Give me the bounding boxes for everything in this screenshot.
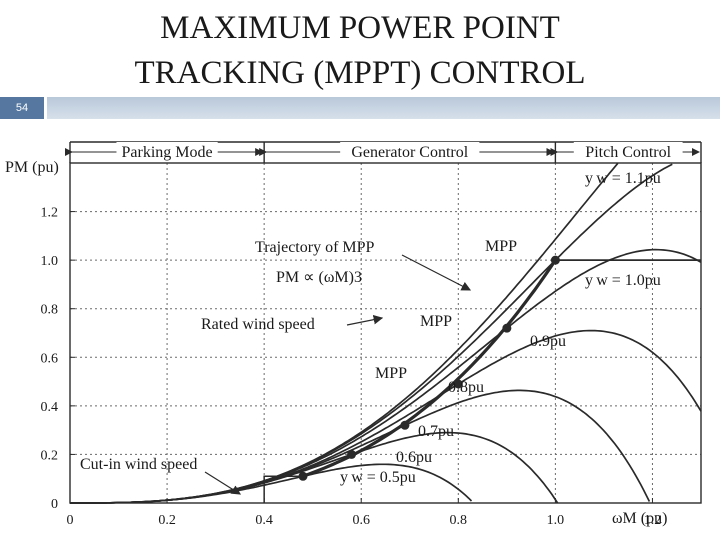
- label-vw-0-5: y w = 0.5pu: [340, 469, 416, 486]
- slide-title-line-1: MAXIMUM POWER POINT: [160, 10, 560, 46]
- curve-vw-0-7: [70, 389, 651, 504]
- x-tick-label-5: 1.0: [547, 513, 565, 528]
- power-curves: [70, 162, 702, 504]
- y-tick-label-2: 0.4: [41, 400, 59, 415]
- region-label-2: Pitch Control: [585, 144, 671, 161]
- mpp-point-2: [400, 420, 410, 430]
- mpp-point-4: [502, 323, 512, 333]
- trajectory-pointer: [401, 254, 472, 291]
- y-tick-label-0: 0: [51, 497, 58, 512]
- y-tick-label-1: 0.2: [41, 448, 59, 463]
- label-vw-0-8: 0.8pu: [448, 379, 484, 396]
- region-label-bg-0: [116, 142, 218, 162]
- x-tick-label-0: 0: [67, 513, 74, 528]
- curve-vw-1-1: [70, 162, 619, 504]
- ylabel: PM (pu): [5, 159, 59, 176]
- rated-wind-pointer: [346, 314, 384, 326]
- label-rated-wind-speed: Rated wind speed: [201, 316, 315, 333]
- mpp-point-3: [453, 379, 463, 389]
- x-tick-label-3: 0.6: [352, 513, 370, 528]
- label-vw-1-0: y w = 1.0pu: [585, 272, 661, 289]
- region-label-1: Generator Control: [351, 144, 468, 161]
- cut-in-step: [263, 475, 303, 503]
- x-tick-label-1: 0.2: [158, 513, 176, 528]
- label-trajectory-formula: PM ∝ (ωM)3: [276, 269, 362, 286]
- mpp-point-5: [550, 255, 560, 265]
- label-mpp-0-8: MPP: [375, 365, 407, 382]
- mpp-trajectory: [204, 254, 560, 503]
- region-label-bg-1: [340, 142, 480, 162]
- label-vw-0-7: 0.7pu: [418, 423, 454, 440]
- annotations: PM (pu) ωM (pu) y w = 1.1pu y w = 1.0pu …: [5, 159, 667, 527]
- y-tick-label-6: 1.2: [41, 206, 59, 221]
- label-cut-in-wind-speed: Cut-in wind speed: [80, 456, 197, 473]
- slide-number: 54: [0, 97, 44, 119]
- region-label-0: Parking Mode: [122, 144, 213, 161]
- mppt-chart: Parking Mode Generator Control Pitch Contr…: [5, 141, 702, 528]
- x-tick-label-4: 0.8: [450, 513, 468, 528]
- label-trajectory: Trajectory of MPP: [255, 239, 375, 256]
- header-bar: [47, 97, 720, 119]
- curve-vw-1: [70, 163, 673, 504]
- label-mpp-0-9: MPP: [420, 313, 452, 330]
- region-bar: Parking Mode Generator Control Pitch Contr…: [65, 141, 702, 163]
- label-vw-0-9: 0.9pu: [530, 333, 566, 350]
- y-tick-label-5: 1.0: [41, 254, 59, 269]
- label-mpp-1-0: MPP: [485, 238, 517, 255]
- mpp-trajectory-curve: [302, 259, 557, 478]
- plot-frame: [69, 162, 702, 504]
- x-tick-label-2: 0.4: [255, 513, 273, 528]
- axes: 0 0.2 0.4 0.6 0.8 1.0 1.2 0 0.2 0.4 0.6 0.8 1.0 1.2: [41, 162, 702, 528]
- label-vw-1-1: y w = 1.1pu: [585, 170, 661, 187]
- grid: [70, 163, 701, 503]
- y-tick-label-4: 0.8: [41, 303, 59, 318]
- y-tick-label-3: 0.6: [41, 351, 59, 366]
- mpp-point-0: [298, 471, 308, 481]
- cut-in-pointer: [204, 471, 242, 495]
- mpp-point-1: [347, 449, 357, 459]
- slide-title-line-2: TRACKING (MPPT) CONTROL: [134, 55, 586, 91]
- x-tick-label-6: 1.2: [644, 513, 662, 528]
- xlabel: ωM (pu): [612, 510, 667, 527]
- region-label-bg-2: [573, 142, 683, 162]
- label-vw-0-6: 0.6pu: [396, 449, 432, 466]
